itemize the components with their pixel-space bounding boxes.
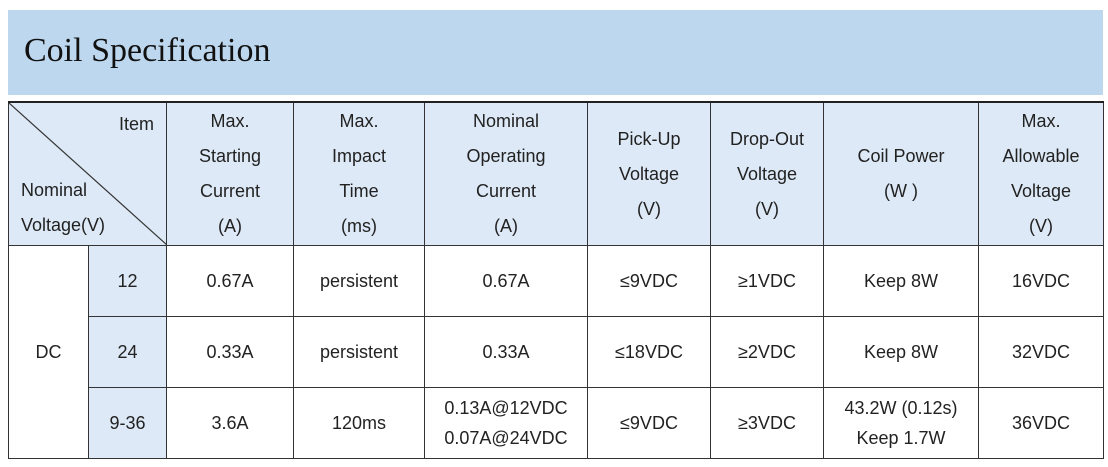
table-cell: 32VDC (978, 316, 1104, 388)
header-line: Coil Power (857, 146, 945, 166)
header-line: Impact (331, 146, 387, 166)
diagonal (9, 103, 167, 245)
header-line: Time (339, 181, 379, 201)
corner-item: Item (118, 114, 154, 134)
table-cell: 0.67A (424, 245, 588, 317)
column-header: Pick-Up Voltage (V) (587, 101, 711, 246)
cell-line: Keep 1.7W (856, 428, 946, 448)
table-cell: 0.13A@12VDC 0.07A@24VDC (424, 387, 588, 459)
header-line: (ms) (341, 216, 377, 236)
table-row: DC 12 0.67A persistent 0.67A ≤9VDC ≥1VDC Keep 8… (8, 245, 1104, 459)
voltage-cell: 24 (88, 316, 167, 388)
cell-line: 43.2W (0.12s) (844, 398, 958, 418)
header-line: Starting (198, 146, 262, 166)
table-cell: ≤9VDC (587, 387, 711, 459)
table-cell: 0.33A (424, 316, 588, 388)
header-line: Pick-Up (617, 128, 681, 149)
header-line: Voltage (1010, 181, 1072, 201)
header-line: (V) (1029, 216, 1053, 236)
table-row: 24 0.33A persistent 0.33A ≤18VDC ≥2VDC Keep 8W… (9, 316, 1104, 388)
column-header: Drop-Out Voltage (V) (710, 101, 824, 246)
group-cell: DC (8, 245, 89, 459)
corner-nominal-line: Voltage(V) (21, 215, 106, 235)
header-line: Voltage (736, 163, 798, 184)
title: Coil Specification (24, 32, 271, 69)
voltage-cell: 9-36 (88, 387, 167, 459)
table-cell: 120ms (293, 387, 425, 459)
table-cell: ≥3VDC (710, 387, 824, 459)
header-line: (W ) (884, 181, 918, 201)
table-row: 9-36 3.6A 120ms 0.13A@12VDC 0.07A@24VDC ≤9VDC… (9, 387, 1104, 459)
header-line: (A) (494, 216, 518, 236)
header-line: (A) (218, 216, 242, 236)
table-cell: 43.2W (0.12s) Keep 1.7W (823, 387, 979, 459)
table-body: DC 12 0.67A persistent 0.67A ≤9VDC ≥1VDC Keep 8… (8, 245, 1104, 459)
header-line: Max. (339, 111, 379, 131)
table-cell: 16VDC (978, 245, 1104, 317)
table-cell: ≥1VDC (710, 245, 824, 317)
header-line: Current (199, 181, 261, 201)
header-line: Operating (466, 146, 546, 166)
header-line: (V) (637, 198, 661, 219)
header-line: Drop-Out (729, 128, 805, 149)
header-row: Item Nominal Voltage(V) Max. Starting Curre… (8, 101, 1104, 246)
column-header: Max. Allowable Voltage (V) (978, 101, 1104, 246)
table-cell: 0.33A (166, 316, 294, 388)
column-header: Max. Impact Time (ms) (293, 101, 425, 246)
table-cell: ≤9VDC (587, 245, 711, 317)
column-header: Coil Power (W ) (823, 101, 979, 246)
header-line: Current (475, 181, 537, 201)
header-line: Max. (1021, 111, 1061, 131)
column-header: Nominal Operating Current (A) (424, 101, 588, 246)
header-line: Allowable (1002, 146, 1080, 166)
table-cell: ≥2VDC (710, 316, 824, 388)
table-cell: persistent (293, 245, 425, 317)
table-cell: 3.6A (166, 387, 294, 459)
corner-nominal-line: Nominal (21, 180, 88, 200)
spec-table: Item Nominal Voltage(V) Max. Starting Curre… (8, 101, 1104, 459)
title-bar: Coil Specification (8, 10, 1103, 95)
cell-line: 0.13A@12VDC (444, 398, 568, 418)
table-cell: Keep 8W (823, 316, 979, 388)
header-line: Max. (210, 111, 250, 131)
corner-cell: Item Nominal Voltage(V) (8, 101, 167, 246)
column-header: Max. Starting Current (A) (166, 101, 294, 246)
header-line: (V) (755, 198, 779, 219)
corner-nominal: Nominal Voltage(V) (21, 173, 105, 243)
table-cell: ≤18VDC (587, 316, 711, 388)
cell-line: 0.07A@24VDC (444, 428, 568, 448)
header-line: Nominal (472, 111, 540, 131)
table-cell: 36VDC (978, 387, 1104, 459)
table-cell: 0.67A (166, 245, 294, 317)
voltage-cell: 12 (88, 245, 167, 317)
table-cell: persistent (293, 316, 425, 388)
header-line: Voltage (618, 163, 680, 184)
table-cell: Keep 8W (823, 245, 979, 317)
